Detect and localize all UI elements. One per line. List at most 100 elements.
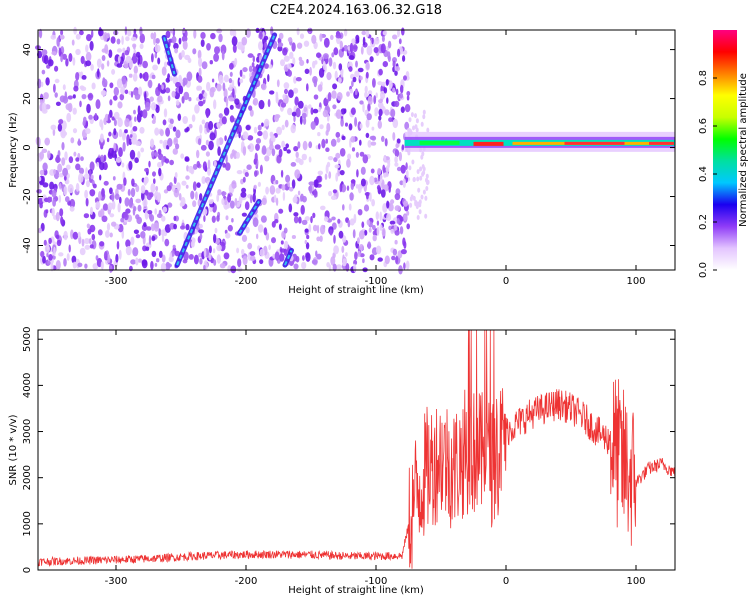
spectrogram-noise-cell — [275, 187, 281, 194]
spectrogram-noise-cell — [135, 214, 140, 220]
spectrogram-noise-cell — [144, 91, 147, 102]
colorbar-tick-label: 0.0 — [698, 262, 709, 278]
spectrogram-noise-cell — [402, 55, 406, 62]
spectrogram-track-core — [238, 200, 260, 234]
spectrogram-noise-cell — [347, 153, 352, 160]
spectrogram-noise-cell — [242, 255, 248, 266]
spectrogram-noise-cell — [351, 38, 356, 45]
spectrogram-noise-cell — [101, 78, 108, 88]
spectrogram-noise-cell — [392, 132, 396, 141]
spectrogram-noise-cell — [359, 244, 364, 251]
spectrogram-noise-cell — [241, 74, 246, 79]
spectrogram-noise-cell — [373, 47, 379, 54]
spectrogram-noise-cell — [84, 238, 90, 245]
spectrogram-noise-cell — [349, 192, 354, 201]
spectrogram-noise-cell — [313, 94, 319, 100]
spectrogram-noise-cell — [420, 121, 424, 127]
spectrogram-noise-cell — [380, 43, 386, 54]
spectrogram-noise-cell — [128, 160, 133, 171]
spectrogram-noise-cell — [79, 30, 84, 36]
spectrogram-noise-cell — [293, 215, 299, 224]
spectrogram-noise-cell — [205, 109, 210, 119]
spectrogram-noise-cell — [348, 203, 352, 211]
spectrogram-noise-cell — [64, 151, 68, 161]
colorbar-scale — [713, 30, 737, 270]
spectrogram-noise-cell — [394, 193, 401, 201]
spectrogram-noise-cell — [284, 119, 289, 128]
colorbar-tick-label: 0.8 — [698, 70, 709, 86]
spectrogram-noise-cell — [211, 78, 215, 83]
spectrogram-noise-cell — [263, 227, 268, 236]
spectrogram-noise-cell — [406, 210, 410, 216]
colorbar-ticks: 0.0 0.2 0.4 0.6 0.8 — [698, 70, 717, 278]
spectrogram-noise-cell — [116, 240, 120, 250]
spectrogram-noise-cell — [377, 120, 382, 129]
spectrogram-noise-cell — [375, 245, 382, 255]
spectrogram-x-tick-label: -200 — [235, 276, 258, 287]
spectrogram-noise-cell — [416, 215, 420, 220]
spectrogram-noise-cell — [311, 259, 318, 265]
spectrogram-noise-cell — [275, 91, 279, 102]
spectrogram-noise-cell — [347, 219, 351, 228]
snr-frame — [37, 329, 676, 571]
snr-y-tick-label: 2000 — [22, 465, 33, 490]
spectrogram-noise-cell — [201, 61, 208, 70]
spectrogram-noise-cell — [281, 140, 285, 148]
spectrogram-noise-cell — [394, 239, 398, 245]
spectrogram-noise-cell — [65, 58, 69, 67]
spectrogram-noise-cell — [100, 90, 107, 96]
spectrogram-noise-cell — [290, 162, 297, 167]
spectrogram-noise-cell — [193, 29, 197, 39]
spectrogram-noise-cell — [145, 101, 151, 112]
spectrogram-noise-cell — [334, 70, 338, 81]
spectrogram-noise-cell — [376, 185, 381, 191]
spectrogram-noise-cell — [404, 104, 411, 113]
spectrogram-noise-cell — [182, 80, 186, 87]
spectrogram-noise-cell — [172, 244, 176, 249]
spectrogram-noise-cell — [359, 253, 365, 258]
spectrogram-noise-cell — [397, 48, 401, 58]
spectrogram-noise-cell — [402, 178, 406, 189]
spectrogram-noise-cell — [388, 117, 393, 123]
spectrogram-noise-cell — [332, 83, 338, 90]
spectrogram-noise-cell — [403, 75, 407, 81]
colorbar-tick-label: 0.2 — [698, 214, 709, 230]
spectrogram-noise-cell — [108, 131, 112, 137]
spectrogram-noise-cell — [244, 201, 250, 211]
spectrogram-noise-cell — [286, 63, 292, 69]
spectrogram-noise-cell — [99, 133, 104, 143]
spectrogram-noise-cell — [130, 129, 134, 135]
spectrogram-noise-cell — [383, 155, 387, 163]
colorbar-tick-label: 0.4 — [698, 166, 709, 182]
spectrogram-noise-cell — [269, 143, 274, 151]
spectrogram-noise-cell — [359, 139, 362, 146]
spectrogram-noise-cell — [154, 192, 157, 197]
spectrogram-noise-cell — [297, 190, 301, 196]
snr-series-line — [37, 329, 676, 569]
spectrogram-noise-cell — [72, 128, 78, 134]
spectrogram-noise-cell — [101, 55, 106, 61]
spectrogram-noise-cell — [331, 90, 337, 99]
spectrogram-noise-cell — [90, 206, 93, 216]
spectrogram-noise-cell — [132, 126, 138, 132]
spectrogram-noise-cell — [92, 183, 97, 189]
spectrogram-noise-cell — [185, 175, 190, 180]
spectrogram-noise-cell — [174, 47, 179, 54]
spectrogram-noise-cell — [43, 92, 49, 100]
spectrogram-noise-cell — [245, 124, 251, 131]
spectrogram-noise-cell — [77, 138, 81, 146]
spectrogram-noise-cell — [101, 188, 105, 197]
spectrogram-noise-cell — [367, 241, 372, 250]
spectrogram-noise-cell — [143, 176, 149, 184]
spectrogram-noise-cell — [241, 187, 247, 193]
spectrogram-noise-cell — [72, 231, 79, 240]
spectrogram-noise-cell — [406, 91, 411, 96]
spectrogram-noise-cell — [155, 185, 159, 192]
spectrogram-noise-cell — [317, 170, 323, 176]
spectrogram-noise-cell — [293, 263, 299, 270]
spectrogram-noise-cell — [60, 216, 64, 225]
spectrogram-noise-cell — [225, 232, 231, 239]
spectrogram-noise-cell — [370, 141, 377, 146]
spectrogram-noise-cell — [223, 88, 228, 99]
spectrogram-noise-cell — [252, 55, 255, 63]
